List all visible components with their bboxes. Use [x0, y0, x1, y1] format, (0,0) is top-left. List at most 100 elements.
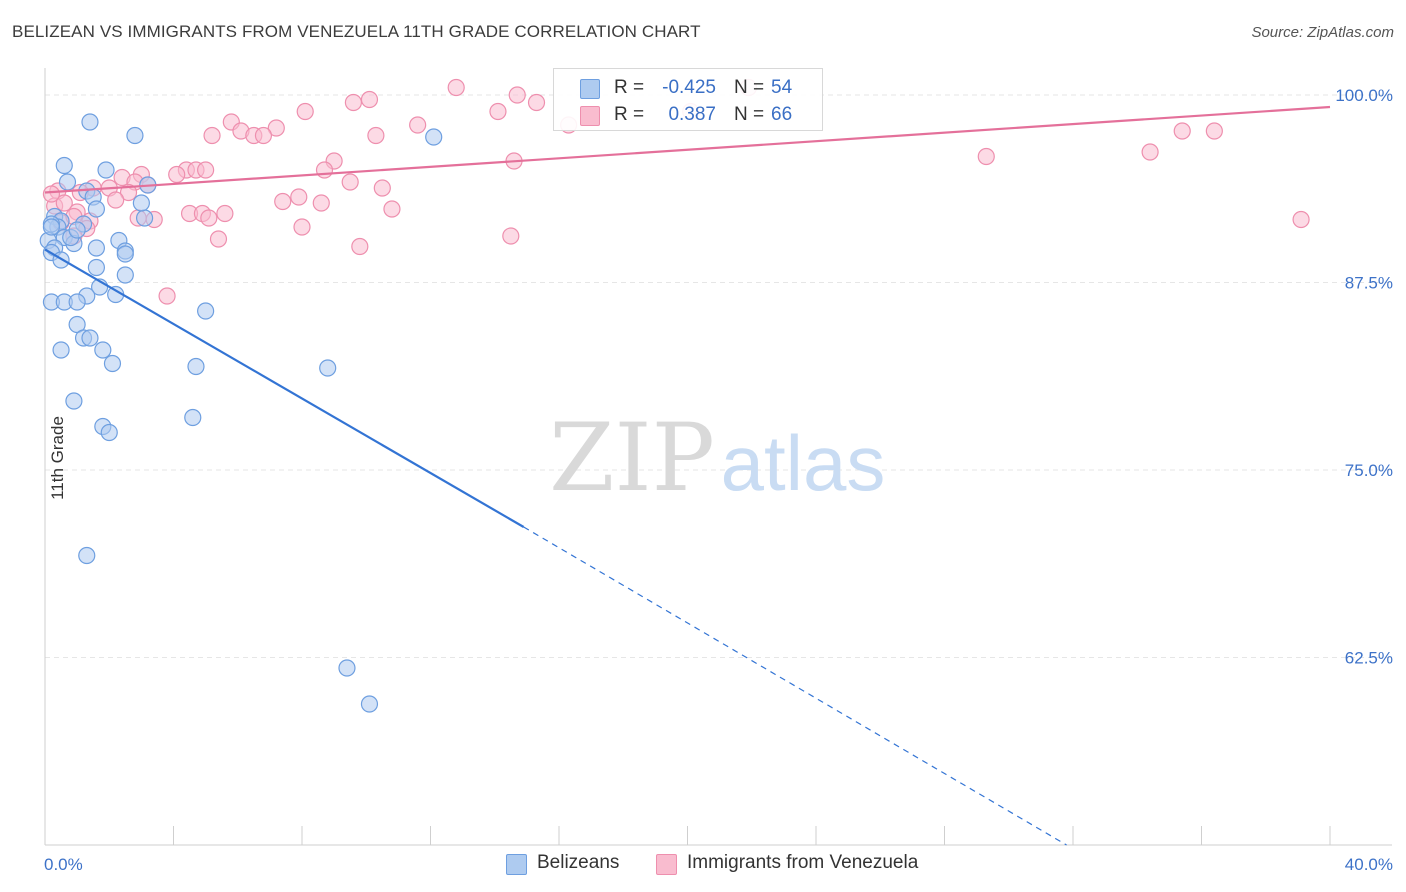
x-tick-label: 0.0% [44, 855, 83, 874]
belizean-point[interactable] [126, 126, 144, 145]
venezuela-point[interactable] [1173, 122, 1191, 140]
venezuela-point[interactable] [1205, 122, 1223, 140]
legend-n-label: N = [734, 104, 765, 125]
y-axis-label: 11th Grade [47, 416, 67, 500]
venezuela-point[interactable] [216, 204, 234, 223]
legend-row-venezuela: R = 0.387 N = 66 [554, 102, 822, 128]
venezuela-point[interactable] [168, 165, 186, 184]
venezuela-point[interactable] [312, 194, 330, 212]
venezuela-point[interactable] [315, 161, 334, 179]
venezuela-point[interactable] [296, 102, 314, 121]
venezuela-point[interactable] [360, 90, 379, 109]
legend-r-label: R = [614, 77, 645, 98]
legend-label: Immigrants from Venezuela [687, 852, 919, 873]
belizean-point[interactable] [187, 357, 205, 376]
legend-n-value: 66 [771, 104, 793, 125]
axes [44, 68, 1392, 846]
venezuela-point[interactable] [1141, 143, 1159, 161]
belizean-point[interactable] [52, 341, 70, 359]
venezuela-point[interactable] [107, 191, 125, 209]
venezuela-point[interactable] [209, 230, 228, 248]
venezuela-point[interactable] [55, 194, 73, 212]
stats-legend: R = -0.425 N = 54 R = 0.387 N = 66 [553, 68, 823, 131]
belizean-point[interactable] [42, 218, 61, 236]
venezuela-point[interactable] [42, 185, 61, 203]
belizean-point[interactable] [94, 341, 112, 359]
legend-label: Belizeans [537, 852, 620, 873]
watermark-zip: ZIP [549, 404, 715, 513]
belizean-point[interactable] [68, 293, 86, 311]
venezuela-point[interactable] [383, 200, 401, 218]
legend-r-label: R = [614, 104, 645, 125]
venezuela-point[interactable] [293, 218, 311, 236]
belizean-point[interactable] [58, 173, 77, 191]
belizean-point[interactable] [103, 354, 122, 373]
belizean-point[interactable] [81, 329, 99, 347]
venezuela-point[interactable] [447, 78, 465, 97]
y-tick-label: 62.5% [1345, 649, 1393, 668]
venezuela-point[interactable] [158, 287, 176, 305]
venezuela-point[interactable] [502, 227, 520, 245]
belizean-point[interactable] [116, 245, 134, 263]
venezuela-point[interactable] [977, 147, 995, 166]
venezuela-point[interactable] [254, 126, 273, 145]
venezuela-point[interactable] [197, 161, 215, 179]
belizean-point[interactable] [78, 546, 96, 565]
series-legend: Belizeans Immigrants from Venezuela [0, 852, 1406, 878]
venezuela-point[interactable] [489, 102, 507, 121]
venezuela-point[interactable] [119, 183, 138, 202]
legend-n-value: 54 [771, 77, 793, 98]
venezuela-point[interactable] [1292, 210, 1310, 229]
venezuela-trend-line [44, 105, 1331, 194]
belizean-point[interactable] [81, 113, 99, 131]
belizean-point[interactable] [87, 200, 106, 218]
belizeans-trend-extension [523, 526, 1067, 846]
belizean-point[interactable] [87, 239, 106, 257]
belizean-point[interactable] [338, 659, 356, 677]
venezuela-point[interactable] [200, 209, 218, 227]
trend-lines [44, 105, 1331, 846]
venezuela-point[interactable] [290, 188, 308, 206]
venezuela-point[interactable] [409, 116, 427, 134]
tick-labels: 100.0% 87.5% 75.0% 62.5% 0.0% 40.0% [44, 86, 1393, 874]
belizean-point[interactable] [197, 302, 215, 320]
belizean-point[interactable] [184, 408, 202, 427]
belizean-point[interactable] [97, 161, 115, 179]
venezuela-point[interactable] [274, 192, 292, 211]
belizeans-trend-line [44, 248, 525, 528]
venezuela-point[interactable] [341, 173, 359, 191]
venezuela-point[interactable] [367, 126, 385, 145]
source-label: Source: ZipAtlas.com [1251, 24, 1394, 41]
belizean-point[interactable] [116, 266, 134, 284]
y-tick-label: 75.0% [1345, 461, 1393, 480]
legend-swatch-blue [580, 79, 600, 99]
legend-swatch-pink [656, 854, 677, 875]
legend-r-value: 0.387 [668, 104, 716, 125]
venezuela-point[interactable] [344, 93, 362, 112]
belizean-point[interactable] [319, 359, 337, 377]
y-tick-label: 100.0% [1335, 86, 1393, 105]
belizean-point[interactable] [425, 128, 443, 146]
belizean-point[interactable] [135, 209, 154, 227]
venezuela-point[interactable] [267, 119, 285, 137]
legend-swatch-pink [580, 106, 600, 126]
venezuela-point[interactable] [508, 86, 526, 104]
belizean-point[interactable] [68, 221, 86, 239]
venezuela-point[interactable] [527, 93, 546, 112]
belizean-point[interactable] [65, 392, 83, 410]
legend-swatch-blue [506, 854, 527, 875]
venezuela-point[interactable] [203, 126, 221, 145]
venezuela-point[interactable] [351, 237, 369, 256]
belizean-point[interactable] [100, 423, 118, 442]
series-belizeans-points [39, 113, 443, 713]
watermark-atlas: atlas [721, 419, 886, 507]
venezuela-point[interactable] [373, 179, 391, 197]
belizean-point[interactable] [55, 156, 73, 175]
legend-row-belizeans: R = -0.425 N = 54 [554, 75, 822, 101]
chart-title: BELIZEAN VS IMMIGRANTS FROM VENEZUELA 11… [12, 22, 701, 41]
x-tick-label: 40.0% [1345, 855, 1393, 874]
belizean-point[interactable] [360, 695, 379, 713]
belizean-point[interactable] [87, 258, 106, 277]
belizean-point[interactable] [132, 194, 150, 212]
